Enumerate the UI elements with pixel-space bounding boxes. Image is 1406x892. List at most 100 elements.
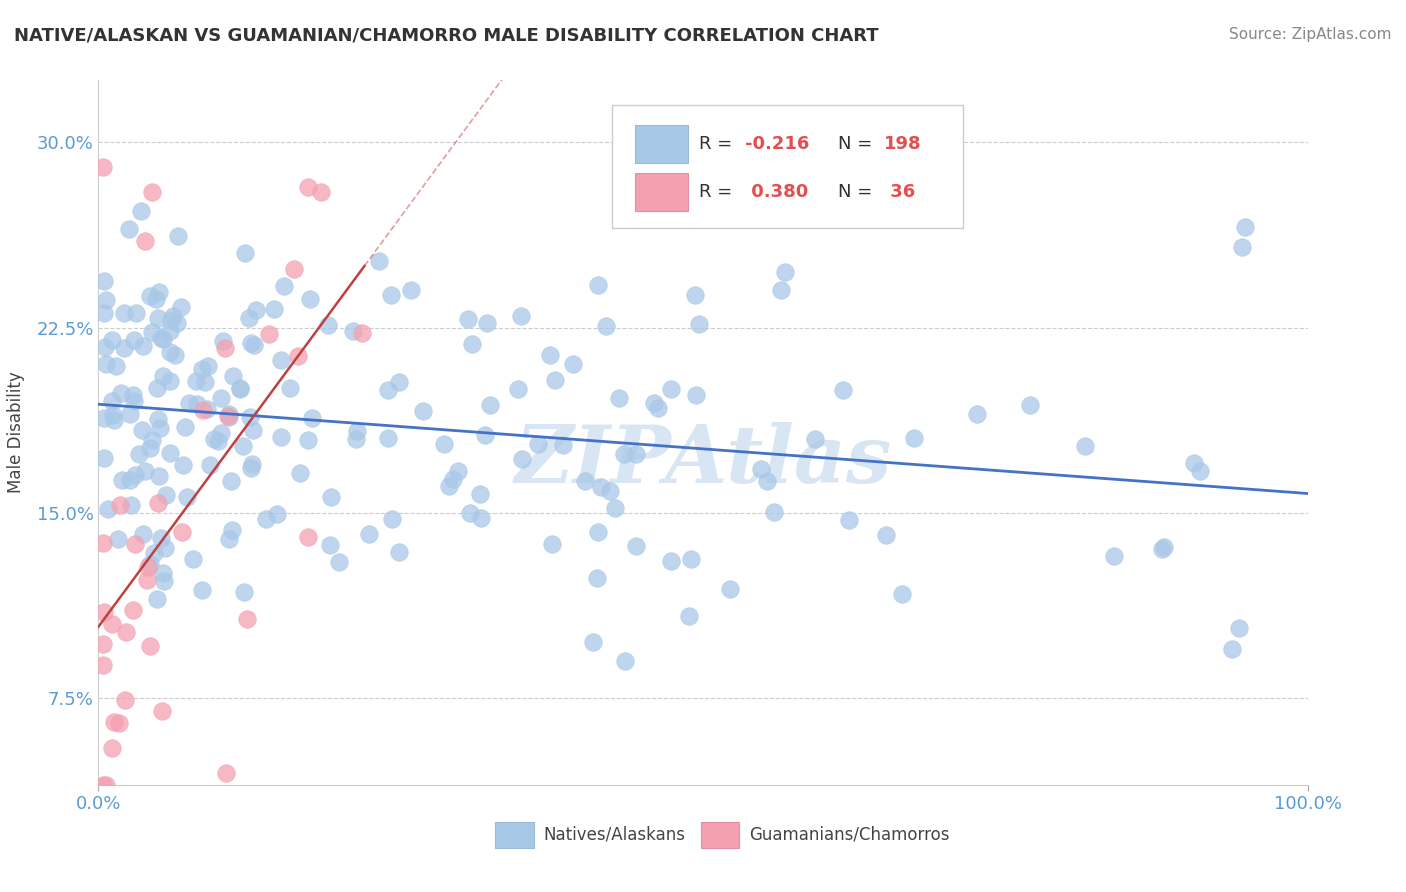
Text: R =: R = [699, 183, 738, 201]
Point [155, 487, 177, 501]
Point [96, 778, 118, 792]
FancyBboxPatch shape [613, 105, 963, 228]
Point [202, 432, 225, 446]
Point [903, 431, 925, 445]
Point [94, 341, 117, 355]
Point [266, 507, 288, 521]
Point [141, 433, 163, 447]
Point [108, 499, 131, 513]
Point [219, 474, 242, 488]
Point [148, 469, 170, 483]
Point [218, 407, 240, 421]
Point [114, 692, 136, 706]
Point [346, 425, 368, 439]
Point [270, 352, 292, 367]
Point [139, 441, 162, 455]
Point [1182, 456, 1205, 470]
Point [101, 393, 124, 408]
Point [159, 445, 181, 459]
Point [139, 640, 162, 654]
Point [297, 179, 319, 194]
Point [447, 464, 470, 478]
Point [91, 778, 114, 792]
Point [162, 309, 184, 323]
Point [198, 458, 221, 472]
Point [146, 412, 169, 426]
Point [755, 474, 778, 488]
Point [718, 582, 741, 596]
Point [101, 334, 124, 348]
Point [167, 228, 190, 243]
Point [581, 634, 603, 648]
Point [1153, 540, 1175, 554]
Point [603, 501, 626, 516]
Point [166, 316, 188, 330]
Point [588, 277, 610, 292]
Point [263, 302, 285, 317]
Point [221, 369, 243, 384]
Point [832, 383, 855, 397]
Point [381, 512, 404, 526]
Point [1188, 464, 1211, 478]
Point [301, 411, 323, 425]
Point [510, 452, 533, 467]
Point [101, 616, 124, 631]
FancyBboxPatch shape [636, 172, 689, 211]
Point [388, 375, 411, 389]
Point [93, 450, 115, 465]
Point [218, 410, 240, 425]
Point [97, 502, 120, 516]
Text: 198: 198 [884, 136, 922, 153]
Point [613, 447, 636, 461]
Point [595, 319, 617, 334]
Point [297, 530, 319, 544]
Point [131, 423, 153, 437]
Point [297, 433, 319, 447]
Point [359, 527, 381, 541]
Point [118, 222, 141, 236]
Point [124, 536, 146, 550]
Point [141, 185, 163, 199]
Point [1102, 549, 1125, 564]
FancyBboxPatch shape [495, 822, 534, 847]
Point [218, 532, 240, 546]
Point [966, 407, 988, 421]
Point [150, 331, 173, 345]
Point [350, 326, 373, 340]
Point [112, 341, 135, 355]
Point [561, 357, 583, 371]
Text: Source: ZipAtlas.com: Source: ZipAtlas.com [1229, 27, 1392, 42]
Point [139, 557, 162, 571]
Point [229, 381, 252, 395]
Point [316, 318, 339, 332]
Point [91, 160, 114, 174]
Point [217, 409, 239, 424]
Point [1230, 240, 1253, 254]
Text: N =: N = [838, 183, 879, 201]
Point [475, 317, 498, 331]
Text: R =: R = [699, 136, 738, 153]
Point [91, 535, 114, 549]
Point [280, 381, 302, 395]
Point [773, 265, 796, 279]
Point [309, 185, 332, 199]
Point [232, 439, 254, 453]
Point [104, 359, 127, 373]
Point [115, 625, 138, 640]
Point [344, 432, 367, 446]
Point [470, 511, 492, 525]
Point [368, 254, 391, 268]
Point [112, 306, 135, 320]
Point [328, 555, 350, 569]
Point [176, 491, 198, 505]
Point [91, 637, 114, 651]
Point [283, 261, 305, 276]
Point [875, 528, 897, 542]
Point [191, 362, 214, 376]
Point [688, 318, 710, 332]
Point [624, 447, 647, 461]
Point [94, 357, 117, 371]
Point [120, 498, 142, 512]
Point [134, 464, 156, 478]
Point [103, 413, 125, 427]
